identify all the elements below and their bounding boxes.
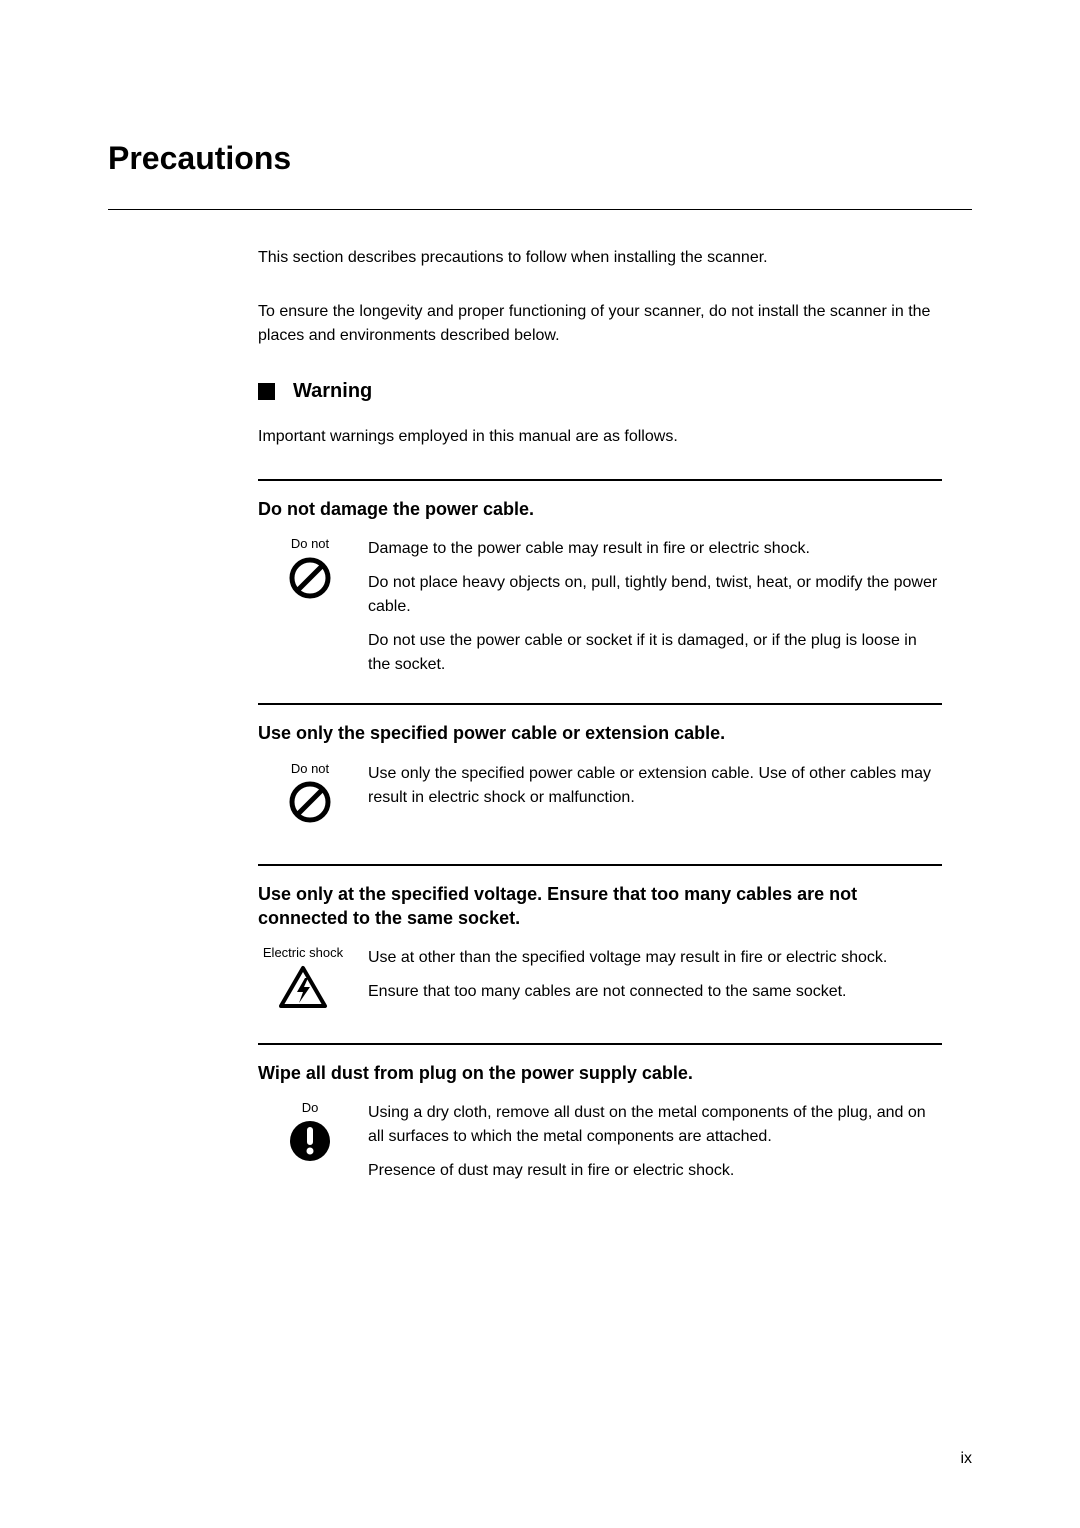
page-number: ix <box>960 1450 972 1468</box>
warning-heading-label: Warning <box>293 380 372 403</box>
electric-shock-icon <box>278 965 328 1009</box>
item-title: Use only the specified power cable or ex… <box>258 721 942 745</box>
item-text: Damage to the power cable may result in … <box>368 537 942 677</box>
divider <box>258 864 942 866</box>
item-paragraph: Presence of dust may result in fire or e… <box>368 1159 942 1183</box>
page-title: Precautions <box>108 140 972 177</box>
item-paragraph: Do not use the power cable or socket if … <box>368 629 942 677</box>
icon-caption: Electric shock <box>263 946 343 960</box>
intro-paragraph-2: To ensure the longevity and proper funct… <box>258 300 942 348</box>
icon-caption: Do not <box>291 537 329 551</box>
icon-column: Do <box>258 1101 348 1163</box>
item-title: Do not damage the power cable. <box>258 497 942 521</box>
item-body: Do not Use only the specified power cabl… <box>258 762 942 824</box>
item-paragraph: Ensure that too many cables are not conn… <box>368 980 942 1004</box>
do-icon <box>288 1119 332 1163</box>
item-body: Electric shock Use at other than the spe… <box>258 946 942 1008</box>
item-paragraph: Using a dry cloth, remove all dust on th… <box>368 1101 942 1149</box>
prohibit-icon <box>288 780 332 824</box>
title-rule <box>108 209 972 210</box>
item-title: Use only at the specified voltage. Ensur… <box>258 882 942 931</box>
icon-caption: Do not <box>291 762 329 776</box>
item-body: Do Using a dry cloth, remove all dust on… <box>258 1101 942 1183</box>
warning-heading: Warning <box>258 380 942 403</box>
intro-paragraph-1: This section describes precautions to fo… <box>258 246 942 270</box>
icon-caption: Do <box>302 1101 319 1115</box>
icon-column: Do not <box>258 537 348 599</box>
warning-subtext: Important warnings employed in this manu… <box>258 425 942 449</box>
item-body: Do not Damage to the power cable may res… <box>258 537 942 677</box>
item-paragraph: Damage to the power cable may result in … <box>368 537 942 561</box>
item-text: Using a dry cloth, remove all dust on th… <box>368 1101 942 1183</box>
item-text: Use at other than the specified voltage … <box>368 946 942 1004</box>
content-area: This section describes precautions to fo… <box>258 246 942 1183</box>
icon-column: Electric shock <box>258 946 348 1008</box>
item-paragraph: Do not place heavy objects on, pull, tig… <box>368 571 942 619</box>
divider <box>258 703 942 705</box>
divider <box>258 1043 942 1045</box>
square-bullet-icon <box>258 383 275 400</box>
divider <box>258 479 942 481</box>
item-title: Wipe all dust from plug on the power sup… <box>258 1061 942 1085</box>
icon-column: Do not <box>258 762 348 824</box>
item-paragraph: Use only the specified power cable or ex… <box>368 762 942 810</box>
prohibit-icon <box>288 556 332 600</box>
item-text: Use only the specified power cable or ex… <box>368 762 942 810</box>
item-paragraph: Use at other than the specified voltage … <box>368 946 942 970</box>
